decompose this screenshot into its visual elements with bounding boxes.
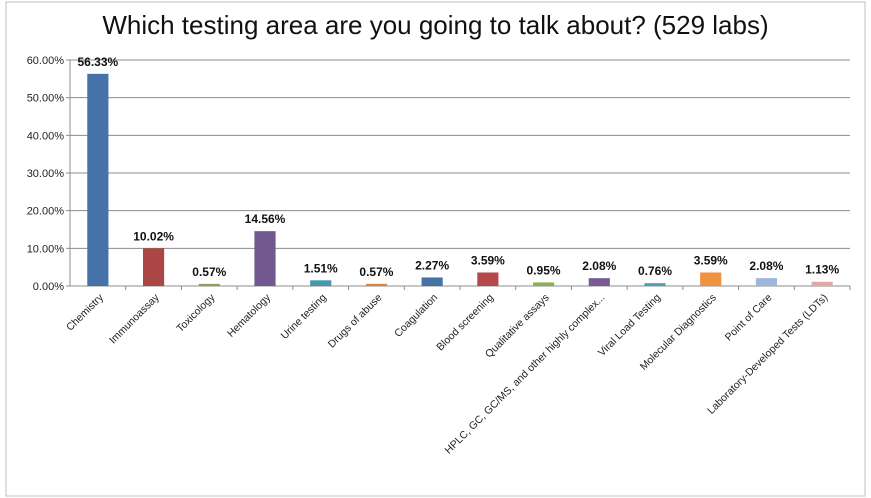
data-label: 3.59% [471,253,505,267]
bar [142,248,165,286]
x-category-label: Laboratory-Developed Tests (LDTs) [705,292,830,417]
y-tick-label: 20.00% [27,206,65,218]
data-label: 56.33% [78,55,119,69]
gridlines [66,59,850,287]
y-tick-label: 50.00% [27,93,65,105]
x-category-label: Point of Care [723,292,775,344]
data-label: 0.76% [638,264,672,278]
x-category-label: Drugs of abuse [326,292,385,351]
data-label: 3.59% [694,253,728,267]
x-category-label: Coagulation [392,292,440,340]
y-tick-label: 10.00% [27,243,65,255]
y-tick-label: 30.00% [27,168,65,180]
x-axis-categories: Chemistry Immunoassay Toxicology Hematology… [64,291,830,456]
bar [588,278,610,286]
data-label: 2.08% [749,259,783,273]
data-label: 1.51% [304,261,338,275]
data-label: 0.57% [359,265,393,279]
y-tick-label: 40.00% [27,130,65,142]
bar [87,73,109,286]
bar [477,272,499,286]
bar [755,278,778,286]
x-category-label: Blood screening [434,292,496,354]
bar [421,277,443,286]
data-label: 0.95% [527,263,561,277]
x-category-label: Hematology [225,291,274,340]
bar [310,280,332,286]
y-tick-label: 60.00% [27,55,65,67]
x-category-label: Immunoassay [107,291,162,346]
x-category-label: Toxicology [174,291,218,335]
data-label: 2.27% [415,258,449,272]
y-axis-ticks: 0.00% 10.00% 20.00% 30.00% 40.00% 50.00% 60.00… [27,55,65,293]
bar [644,283,666,286]
chart-border [5,1,866,497]
bar [532,282,555,286]
bar [254,231,276,286]
bars [87,73,833,286]
x-category-label: Urine testing [279,292,329,342]
y-tick-label: 0.00% [33,281,64,293]
data-labels: 56.33% 10.02% 0.57% 14.56% 1.51% 0.57% 2.27% 3.… [78,55,840,279]
axes [69,60,851,290]
bar [365,283,388,286]
bar [198,283,220,286]
data-label: 14.56% [245,212,286,226]
data-label: 0.57% [192,265,226,279]
data-label: 1.13% [805,263,839,277]
data-label: 2.08% [582,259,616,273]
x-category-label: Chemistry [64,291,106,333]
bar [700,272,722,286]
bar [811,281,833,286]
data-label: 10.02% [133,229,174,243]
chart-title: Which testing area are you going to talk… [102,10,769,40]
